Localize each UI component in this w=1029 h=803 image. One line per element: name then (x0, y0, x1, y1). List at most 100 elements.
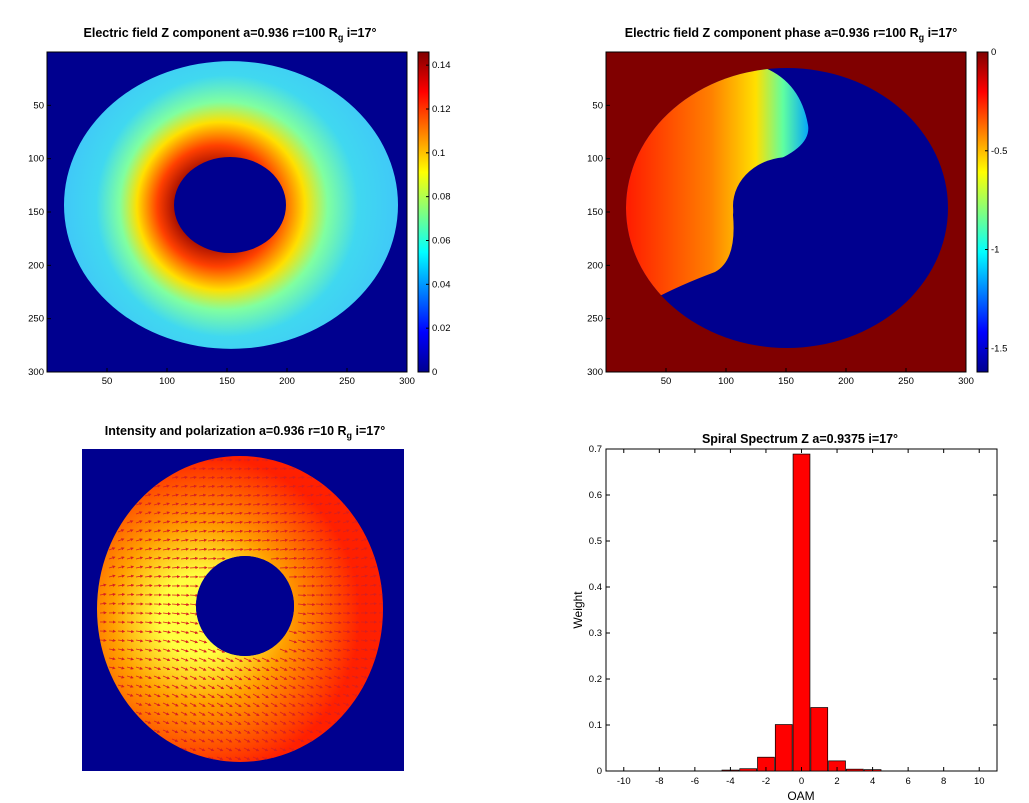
polarization-arrow (369, 648, 377, 652)
polarization-arrow (351, 556, 360, 560)
polarization-arrow (117, 592, 126, 597)
field-z-title: Electric field Z component a=0.936 r=100… (83, 26, 377, 43)
polarization-arrow (198, 702, 206, 707)
polarization-arrow (324, 502, 332, 506)
polarization-arrow (126, 684, 134, 688)
polarization-arrow (243, 484, 252, 489)
polarization-arrow (171, 529, 180, 533)
polarization-arrow (297, 612, 307, 616)
polarization-arrow (315, 639, 324, 643)
polarization-arrow (324, 520, 333, 524)
polarization-arrow (297, 720, 305, 725)
polarization-arrow (342, 529, 350, 533)
polarization-arrow (189, 738, 197, 743)
polarization-arrow (144, 511, 152, 515)
spectrum-ytick-label: 0 (597, 766, 602, 777)
polarization-arrow (117, 556, 125, 560)
polarization-arrow (180, 738, 188, 743)
polarization-arrow (279, 657, 288, 662)
polarization-arrow (333, 657, 342, 661)
polarization-arrow (189, 529, 198, 533)
polarization-arrow (333, 675, 341, 679)
phase-z-ticks: 50 100 150 200 250 300 50 100 150 200 250 300 (587, 100, 974, 387)
spectrum-ytick-label: 0.3 (589, 628, 602, 639)
polarization-arrow (297, 711, 305, 716)
polarization-arrow (342, 583, 351, 588)
polarization-arrow (180, 520, 189, 524)
polarization-arrow (198, 657, 207, 662)
field-z-ticks: 50 100 150 200 250 300 50 100 150 200 250 300 (28, 100, 415, 387)
polarization-arrow (252, 693, 260, 699)
polarization-arrow (342, 556, 351, 560)
polarization-arrow (342, 620, 351, 625)
polarization-arrow (252, 511, 261, 515)
polarization-arrow (279, 747, 287, 752)
polarization-arrow (108, 556, 116, 560)
polarization-arrow (270, 684, 279, 690)
phase-z-inner-hole (733, 157, 845, 255)
phase-z-xtick-label: 150 (778, 376, 794, 387)
polarization-arrow (108, 592, 116, 597)
polarization-arrow (171, 693, 179, 698)
polarization-arrow (297, 702, 305, 707)
phase-z-ytick-label: 300 (587, 367, 603, 378)
intensity-panel (82, 449, 404, 771)
polarization-arrow (225, 711, 233, 717)
polarization-arrow (234, 538, 244, 542)
phase-z-xtick-label: 100 (718, 376, 734, 387)
polarization-arrow (297, 657, 306, 662)
polarization-arrow (108, 602, 117, 606)
polarization-arrow (378, 602, 383, 606)
polarization-arrow (270, 738, 278, 743)
polarization-arrow (360, 638, 369, 643)
polarization-arrow (351, 629, 360, 634)
polarization-arrow (315, 666, 324, 671)
polarization-arrow (315, 675, 324, 680)
polarization-arrow (171, 502, 180, 506)
polarization-arrow (225, 684, 234, 690)
polarization-arrow (180, 702, 188, 707)
polarization-arrow (306, 493, 315, 497)
polarization-arrow (135, 502, 143, 506)
polarization-arrow (117, 648, 126, 652)
field-z-ytick-label: 150 (28, 207, 44, 218)
polarization-arrow (135, 511, 143, 515)
polarization-arrow (306, 666, 315, 671)
polarization-arrow (360, 547, 368, 551)
polarization-arrow (198, 529, 207, 533)
polarization-arrow (171, 520, 180, 524)
polarization-arrow (126, 583, 135, 588)
polarization-arrow (333, 711, 341, 715)
spectrum-xtick-label: -8 (655, 776, 663, 787)
polarization-arrow (135, 675, 143, 679)
polarization-arrow (333, 520, 341, 524)
polarization-arrow (153, 684, 161, 689)
polarization-arrow (315, 556, 324, 560)
polarization-arrow (360, 574, 369, 578)
polarization-arrow (189, 547, 199, 551)
polarization-arrow (144, 556, 153, 560)
polarization-arrow (261, 484, 270, 489)
polarization-arrow (171, 547, 180, 551)
polarization-arrow (333, 556, 342, 560)
polarization-arrow (324, 538, 333, 542)
polarization-arrow (270, 675, 279, 680)
polarization-arrow (324, 493, 332, 497)
polarization-arrow (279, 520, 288, 524)
polarization-arrow (171, 720, 179, 725)
polarization-arrow (171, 621, 181, 625)
polarization-arrow (288, 502, 297, 506)
polarization-arrow (261, 693, 269, 699)
polarization-arrow (252, 729, 260, 734)
polarization-arrow (342, 666, 351, 670)
polarization-arrow (360, 565, 368, 569)
polarization-arrow (297, 547, 307, 551)
polarization-arrow (189, 630, 199, 635)
polarization-arrow (180, 684, 189, 689)
polarization-arrow (126, 556, 134, 560)
polarization-arrow (171, 565, 181, 570)
phase-z-ytick-label: 250 (587, 314, 603, 325)
polarization-arrow (369, 602, 378, 606)
polarization-arrow (252, 520, 262, 524)
polarization-arrow (198, 738, 206, 743)
